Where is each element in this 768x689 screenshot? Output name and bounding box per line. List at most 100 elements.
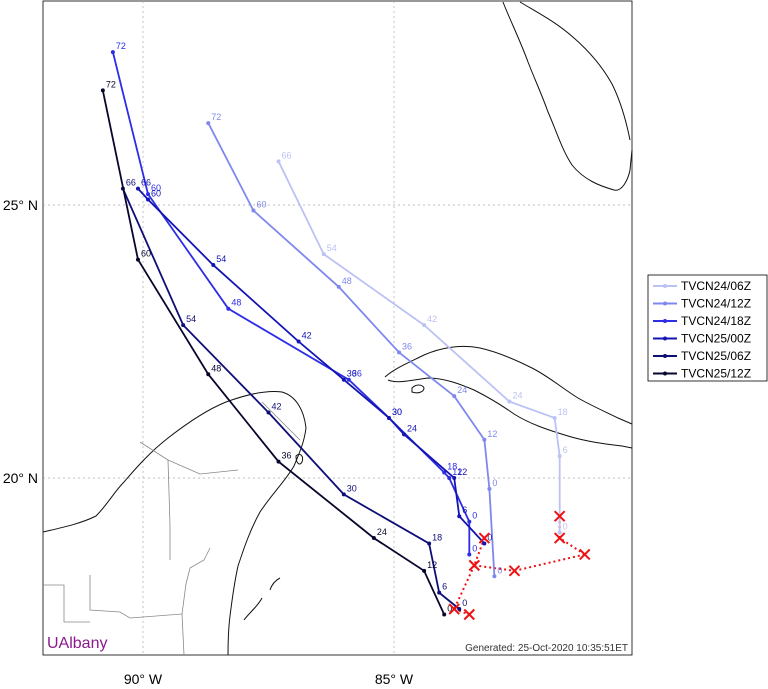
forecast-hour-label: 66	[141, 178, 151, 188]
x-stroke-b	[553, 532, 566, 544]
forecast-hour-label: 6	[462, 505, 467, 515]
forecast-tracks: 0618244254660012243648607200121830364860…	[100, 41, 568, 617]
x-stroke-b	[579, 548, 591, 561]
legend-swatch-dot	[663, 319, 667, 323]
forecast-hour-label: 18	[558, 407, 568, 417]
track-line-1	[207, 122, 496, 577]
forecast-hour-label: 6	[563, 445, 568, 455]
track-point-3-6	[296, 339, 301, 344]
forecast-hour-label: 72	[211, 112, 221, 122]
legend-label: TVCN25/12Z	[681, 367, 751, 381]
forecast-hour-label: 0	[563, 522, 568, 532]
forecast-hour-label: 12	[457, 467, 467, 477]
track-point-5-3	[276, 459, 281, 464]
forecast-hour-label: 72	[116, 41, 126, 51]
track-point-3-4	[386, 415, 391, 420]
track-point-3-3	[402, 432, 407, 437]
legend-label: TVCN25/06Z	[681, 349, 751, 363]
forecast-hour-label: 72	[106, 79, 116, 89]
track-point-0-5	[321, 252, 326, 257]
forecast-hour-label: 24	[457, 385, 467, 395]
legend-item-3: TVCN25/00Z	[653, 332, 751, 346]
x-stroke-b	[448, 603, 460, 615]
track-point-5-2	[371, 536, 376, 541]
forecast-hour-label: 60	[141, 249, 151, 259]
x-stroke-b	[468, 559, 481, 572]
track-point-4-5	[181, 323, 186, 328]
lat-label-25n: 25° N	[3, 197, 38, 213]
track-point-0-4	[422, 323, 427, 328]
gridlines	[43, 1, 632, 655]
track-point-2-7	[146, 192, 151, 197]
track-point-3-1	[457, 514, 462, 519]
forecast-hour-label: 60	[256, 199, 266, 209]
track-point-4-2	[427, 541, 432, 546]
track-point-4-1	[437, 590, 442, 595]
x-stroke-b	[553, 510, 566, 522]
legend-box	[647, 274, 768, 382]
legend-item-5: TVCN25/12Z	[653, 367, 751, 381]
border-mexico-guatemala	[89, 575, 185, 656]
legend-swatch-dot	[663, 354, 667, 358]
legend-item-0: TVCN24/06Z	[653, 279, 751, 293]
track-tvcn25-12z: 0 12 24 36 48 60 72	[100, 79, 452, 617]
track-point-4-3	[341, 492, 346, 497]
coastline-florida	[502, 1, 633, 191]
track-line-3	[137, 187, 486, 545]
forecast-hour-label: 48	[231, 298, 241, 308]
track-point-1-5	[336, 284, 341, 289]
forecast-hour-label: 24	[407, 423, 417, 433]
coastline-cozumel	[295, 453, 303, 465]
initial-x-marker-6	[448, 603, 460, 615]
x-stroke-b	[463, 608, 476, 621]
ualbany-brand: UAlbany	[47, 635, 107, 652]
track-point-2-3	[442, 470, 447, 475]
legend-label: TVCN24/06Z	[681, 279, 751, 293]
forecast-hour-label: 36	[402, 341, 412, 351]
track-point-3-8	[146, 197, 151, 202]
legend-label: TVCN24/12Z	[681, 297, 751, 311]
forecast-hour-label: 36	[347, 369, 357, 379]
x-stroke-b	[508, 565, 521, 577]
forecast-hour-label: 48	[211, 363, 221, 373]
forecast-hour-label: 30	[392, 407, 402, 417]
forecast-hour-label: 66	[126, 178, 136, 188]
track-point-3-9	[135, 186, 140, 191]
forecast-hour-label: 54	[327, 243, 337, 253]
forecast-hour-label: 0	[487, 533, 492, 543]
forecast-hour-label: 0	[472, 511, 477, 521]
forecast-hour-label: 18	[432, 533, 442, 543]
forecast-hour-label: 18	[447, 462, 457, 472]
forecast-hour-label: 30	[347, 483, 357, 493]
coastline-isle-of-youth	[411, 384, 425, 394]
track-point-1-0	[492, 574, 497, 579]
forecast-hour-label: 0	[462, 598, 467, 608]
initial-x-marker-7	[463, 608, 476, 621]
track-point-1-3	[452, 394, 457, 399]
track-point-5-5	[135, 257, 140, 262]
track-point-2-1	[467, 519, 472, 524]
track-point-5-6	[100, 88, 105, 93]
track-point-1-4	[397, 350, 402, 355]
forecast-hour-label: 24	[512, 391, 522, 401]
forecast-hour-label: 54	[216, 254, 226, 264]
track-point-5-0	[442, 612, 447, 617]
forecast-hour-label: 42	[272, 401, 282, 411]
track-point-5-4	[206, 372, 211, 377]
initial-x-marker-0	[478, 532, 491, 544]
track-point-1-7	[206, 121, 211, 126]
track-point-3-5	[341, 377, 346, 382]
borders	[43, 401, 301, 656]
track-point-1-1	[487, 486, 492, 491]
initial-x-marker-3	[579, 548, 591, 561]
track-tvcn25-06z: 0 6 18 30 42 54 66	[120, 178, 467, 612]
border-yucatan-state	[139, 401, 301, 560]
forecast-hour-label: 0	[472, 543, 477, 553]
legend-swatch-dot	[663, 336, 667, 341]
forecast-hour-label: 24	[377, 527, 387, 537]
track-point-1-2	[482, 437, 487, 442]
track-point-0-2	[552, 415, 557, 420]
